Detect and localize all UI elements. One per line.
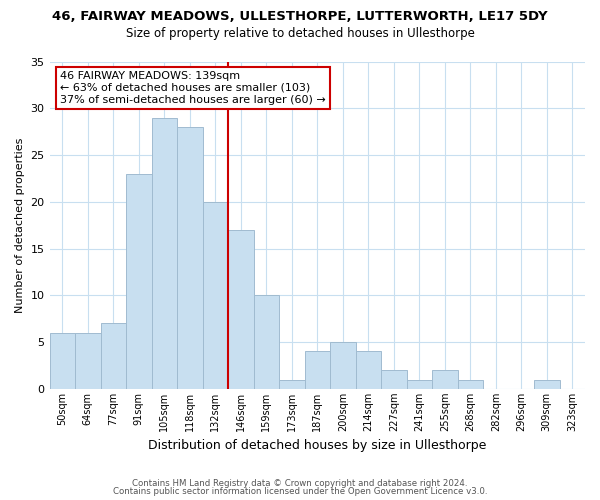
Bar <box>126 174 152 389</box>
X-axis label: Distribution of detached houses by size in Ullesthorpe: Distribution of detached houses by size … <box>148 440 487 452</box>
Bar <box>50 333 75 389</box>
Bar <box>458 380 483 389</box>
Text: Contains public sector information licensed under the Open Government Licence v3: Contains public sector information licen… <box>113 488 487 496</box>
Text: 46 FAIRWAY MEADOWS: 139sqm
← 63% of detached houses are smaller (103)
37% of sem: 46 FAIRWAY MEADOWS: 139sqm ← 63% of deta… <box>60 72 326 104</box>
Bar <box>279 380 305 389</box>
Text: 46, FAIRWAY MEADOWS, ULLESTHORPE, LUTTERWORTH, LE17 5DY: 46, FAIRWAY MEADOWS, ULLESTHORPE, LUTTER… <box>52 10 548 23</box>
Y-axis label: Number of detached properties: Number of detached properties <box>15 138 25 313</box>
Bar <box>228 230 254 389</box>
Text: Contains HM Land Registry data © Crown copyright and database right 2024.: Contains HM Land Registry data © Crown c… <box>132 478 468 488</box>
Bar <box>203 202 228 389</box>
Bar <box>305 352 330 389</box>
Bar <box>356 352 381 389</box>
Bar <box>254 296 279 389</box>
Bar <box>381 370 407 389</box>
Bar <box>177 127 203 389</box>
Bar <box>152 118 177 389</box>
Bar <box>534 380 560 389</box>
Bar <box>101 324 126 389</box>
Bar <box>407 380 432 389</box>
Bar <box>75 333 101 389</box>
Text: Size of property relative to detached houses in Ullesthorpe: Size of property relative to detached ho… <box>125 28 475 40</box>
Bar <box>330 342 356 389</box>
Bar <box>432 370 458 389</box>
